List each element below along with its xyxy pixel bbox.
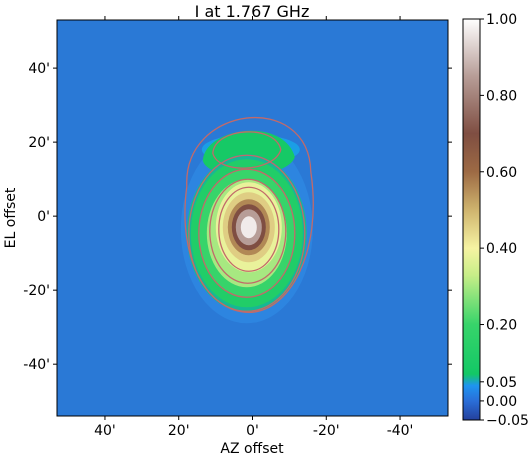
colorbar-tick-label: 0.80 [486, 88, 517, 104]
x-tick-label: 0' [246, 423, 259, 439]
colorbar-gradient [462, 18, 481, 421]
x-tick-label: 20' [168, 423, 190, 439]
chart-title: I at 1.767 GHz [195, 2, 310, 21]
y-tick-label: 40' [28, 61, 50, 77]
x-axis: 40' 20' 0' -20' -40' [94, 16, 413, 439]
y-tick-label: -20' [23, 283, 50, 299]
colorbar-tick-label: 1.00 [486, 12, 517, 28]
contour-line [212, 131, 282, 169]
colorbar-tick-label: 0.00 [486, 394, 517, 410]
x-tick-label: -40' [387, 423, 414, 439]
contour-lines [184, 116, 314, 314]
colorbar-ticks: 1.00 0.80 0.60 0.40 0.20 0.05 0.00 −0.05 [480, 12, 529, 429]
beam-layer [240, 216, 257, 239]
y-tick-label: -40' [23, 357, 50, 373]
y-axis-label: EL offset [3, 187, 19, 248]
contour-line [209, 178, 287, 284]
colorbar-tick-label: 0.60 [486, 165, 517, 181]
plot-area[interactable] [57, 20, 448, 416]
colorbar-tick-label: −0.05 [486, 413, 529, 429]
x-axis-label: AZ offset [220, 441, 284, 457]
y-tick-label: 0' [37, 209, 50, 225]
colorbar-tick-label: 0.40 [486, 241, 517, 257]
colorbar-tick-label: 0.05 [486, 375, 517, 391]
y-tick-label: 20' [28, 135, 50, 151]
x-tick-label: 40' [94, 423, 116, 439]
contour-line [188, 154, 306, 312]
contour-line [218, 186, 280, 272]
colorbar: 1.00 0.80 0.60 0.40 0.20 0.05 0.00 −0.05 [462, 12, 529, 429]
contour-line [198, 168, 296, 298]
y-axis: 40' 20' 0' -20' -40' [23, 61, 452, 373]
x-tick-label: -20' [313, 423, 340, 439]
colorbar-tick-label: 0.20 [486, 318, 517, 334]
